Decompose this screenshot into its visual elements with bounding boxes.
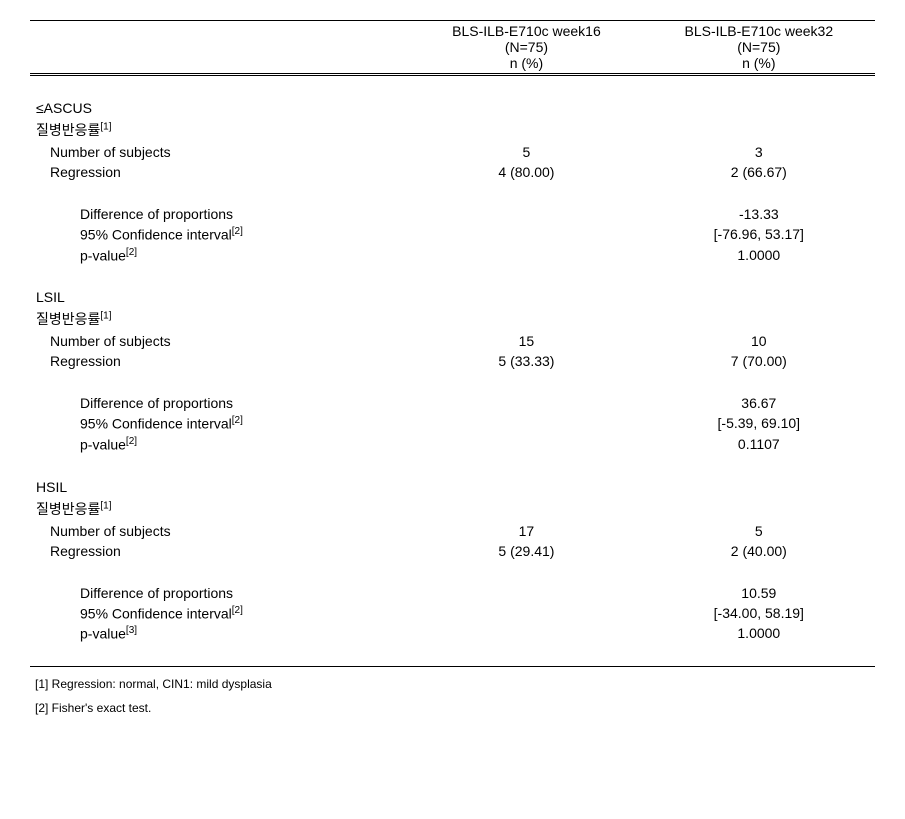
sup-2: [2] bbox=[232, 226, 243, 237]
ascus-subjects-w32: 3 bbox=[643, 142, 875, 162]
col1-line2: (N=75) bbox=[505, 39, 548, 55]
ascus-regression-w32: 2 (66.67) bbox=[643, 162, 875, 182]
pvalue-text: p-value bbox=[80, 626, 126, 642]
ci-text: 95% Confidence interval bbox=[80, 605, 232, 621]
ascus-pvalue: 1.0000 bbox=[643, 245, 875, 266]
hsil-diff: 10.59 bbox=[643, 583, 875, 603]
hsil-subjects-w16: 17 bbox=[410, 521, 642, 541]
footnote-2: [2] Fisher's exact test. bbox=[30, 701, 875, 715]
diff-prop-label: Difference of proportions bbox=[30, 393, 410, 413]
lsil-pvalue-sup: [2] bbox=[126, 436, 137, 447]
lsil-regression-w32: 7 (70.00) bbox=[643, 351, 875, 371]
results-table: BLS-ILB-E710c week16 (N=75) n (%) BLS-IL… bbox=[30, 20, 875, 667]
col1-line3: n (%) bbox=[510, 55, 543, 71]
lsil-diff: 36.67 bbox=[643, 393, 875, 413]
hsil-pvalue: 1.0000 bbox=[643, 623, 875, 644]
ascus-ci: [-76.96, 53.17] bbox=[643, 224, 875, 245]
ci-label: 95% Confidence interval[2] bbox=[30, 603, 410, 624]
lsil-regression-row: Regression 5 (33.33) 7 (70.00) bbox=[30, 351, 875, 371]
ci-label: 95% Confidence interval[2] bbox=[30, 413, 410, 434]
ascus-regression-row: Regression 4 (80.00) 2 (66.67) bbox=[30, 162, 875, 182]
hsil-subjects-w32: 5 bbox=[643, 521, 875, 541]
pvalue-text: p-value bbox=[80, 437, 126, 453]
footnote-1: [1] Regression: normal, CIN1: mild dyspl… bbox=[30, 677, 875, 691]
col2-line2: (N=75) bbox=[737, 39, 780, 55]
sup-1: [1] bbox=[100, 500, 111, 511]
col1-header: BLS-ILB-E710c week16 (N=75) n (%) bbox=[410, 21, 642, 74]
ascus-regression-w16: 4 (80.00) bbox=[410, 162, 642, 182]
hsil-pvalue-sup: [3] bbox=[126, 625, 137, 636]
sup-1: [1] bbox=[100, 121, 111, 132]
hsil-pvalue-row: p-value[3] 1.0000 bbox=[30, 623, 875, 644]
hsil-ci-row: 95% Confidence interval[2] [-34.00, 58.1… bbox=[30, 603, 875, 624]
diff-prop-label: Difference of proportions bbox=[30, 583, 410, 603]
ascus-ci-row: 95% Confidence interval[2] [-76.96, 53.1… bbox=[30, 224, 875, 245]
col2-line1: BLS-ILB-E710c week32 bbox=[684, 23, 833, 39]
lsil-diff-row: Difference of proportions 36.67 bbox=[30, 393, 875, 413]
ascus-subjects-row: Number of subjects 5 3 bbox=[30, 142, 875, 162]
hsil-subjects-row: Number of subjects 17 5 bbox=[30, 521, 875, 541]
ci-label: 95% Confidence interval[2] bbox=[30, 224, 410, 245]
hsil-regression-w32: 2 (40.00) bbox=[643, 541, 875, 561]
lsil-subjects-w16: 15 bbox=[410, 331, 642, 351]
num-subjects-label: Number of subjects bbox=[30, 521, 410, 541]
regression-label: Regression bbox=[30, 351, 410, 371]
ascus-subjects-w16: 5 bbox=[410, 142, 642, 162]
disease-rate-text: 질병반응률 bbox=[36, 311, 100, 327]
col2-line3: n (%) bbox=[742, 55, 775, 71]
disease-rate-text: 질병반응률 bbox=[36, 501, 100, 517]
hsil-diff-row: Difference of proportions 10.59 bbox=[30, 583, 875, 603]
lsil-subjects-w32: 10 bbox=[643, 331, 875, 351]
lsil-ci: [-5.39, 69.10] bbox=[643, 413, 875, 434]
pvalue-label: p-value[3] bbox=[30, 623, 410, 644]
lsil-pvalue-row: p-value[2] 0.1107 bbox=[30, 434, 875, 455]
hsil-title-row: HSIL bbox=[30, 477, 875, 497]
lsil-subjects-row: Number of subjects 15 10 bbox=[30, 331, 875, 351]
ascus-pvalue-sup: [2] bbox=[126, 247, 137, 258]
lsil-ci-row: 95% Confidence interval[2] [-5.39, 69.10… bbox=[30, 413, 875, 434]
ascus-diff: -13.33 bbox=[643, 204, 875, 224]
lsil-title-row: LSIL bbox=[30, 287, 875, 307]
col1-line1: BLS-ILB-E710c week16 bbox=[452, 23, 601, 39]
hsil-regression-row: Regression 5 (29.41) 2 (40.00) bbox=[30, 541, 875, 561]
lsil-regression-w16: 5 (33.33) bbox=[410, 351, 642, 371]
hsil-ci: [-34.00, 58.19] bbox=[643, 603, 875, 624]
hsil-regression-w16: 5 (29.41) bbox=[410, 541, 642, 561]
hsil-title: HSIL bbox=[30, 477, 410, 497]
regression-label: Regression bbox=[30, 162, 410, 182]
lsil-rate-label: 질병반응률[1] bbox=[30, 307, 410, 331]
regression-label: Regression bbox=[30, 541, 410, 561]
ascus-title: ≤ASCUS bbox=[30, 98, 410, 118]
disease-rate-text: 질병반응률 bbox=[36, 122, 100, 138]
ci-text: 95% Confidence interval bbox=[80, 416, 232, 432]
pvalue-label: p-value[2] bbox=[30, 434, 410, 455]
ascus-rate-row: 질병반응률[1] bbox=[30, 118, 875, 142]
ascus-rate-label: 질병반응률[1] bbox=[30, 118, 410, 142]
lsil-rate-row: 질병반응률[1] bbox=[30, 307, 875, 331]
diff-prop-label: Difference of proportions bbox=[30, 204, 410, 224]
num-subjects-label: Number of subjects bbox=[30, 331, 410, 351]
sup-2: [2] bbox=[232, 415, 243, 426]
header-row: BLS-ILB-E710c week16 (N=75) n (%) BLS-IL… bbox=[30, 21, 875, 74]
hsil-rate-row: 질병반응률[1] bbox=[30, 497, 875, 521]
col2-header: BLS-ILB-E710c week32 (N=75) n (%) bbox=[643, 21, 875, 74]
num-subjects-label: Number of subjects bbox=[30, 142, 410, 162]
pvalue-label: p-value[2] bbox=[30, 245, 410, 266]
ascus-diff-row: Difference of proportions -13.33 bbox=[30, 204, 875, 224]
hsil-rate-label: 질병반응률[1] bbox=[30, 497, 410, 521]
ascus-title-row: ≤ASCUS bbox=[30, 98, 875, 118]
ascus-pvalue-row: p-value[2] 1.0000 bbox=[30, 245, 875, 266]
pvalue-text: p-value bbox=[80, 247, 126, 263]
sup-1: [1] bbox=[100, 311, 111, 322]
lsil-pvalue: 0.1107 bbox=[643, 434, 875, 455]
lsil-title: LSIL bbox=[30, 287, 410, 307]
sup-2: [2] bbox=[232, 605, 243, 616]
ci-text: 95% Confidence interval bbox=[80, 227, 232, 243]
